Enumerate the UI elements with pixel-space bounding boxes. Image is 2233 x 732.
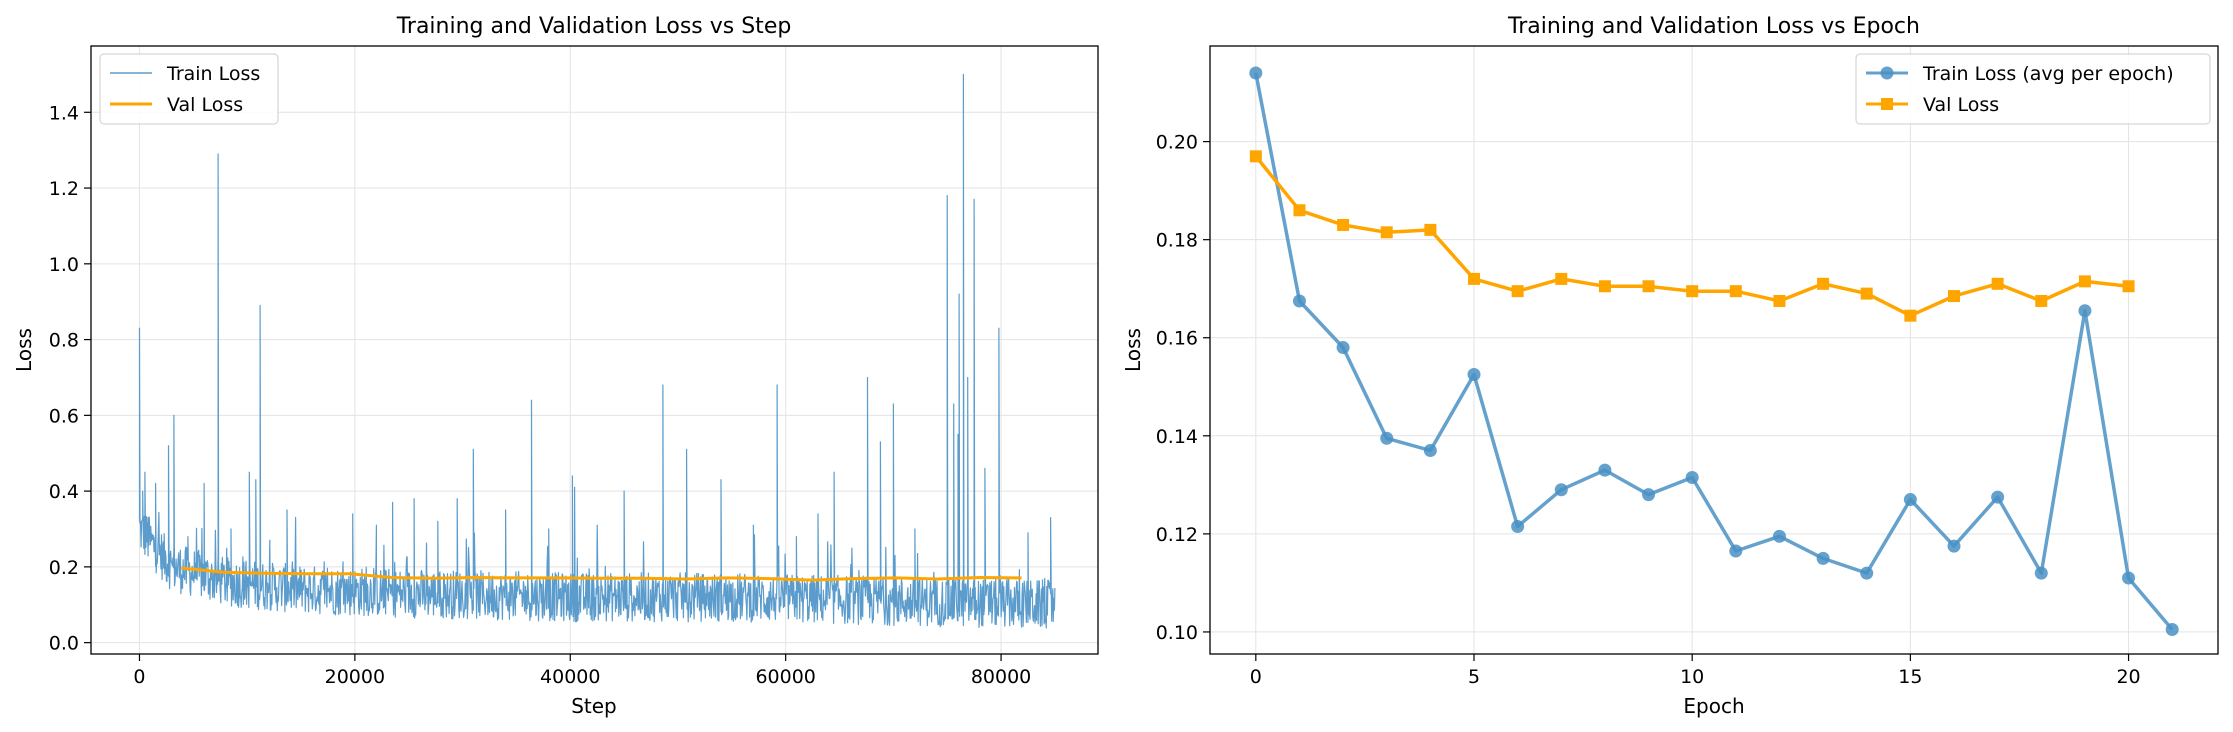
axes-frame (90, 45, 1099, 655)
val-loss-point (1642, 280, 1655, 293)
train-loss-point (1598, 463, 1612, 477)
x-tick-label: 20000 (325, 666, 385, 688)
y-tick-label: 1.2 (49, 178, 79, 200)
legend-box (99, 53, 279, 125)
val-loss-point (1380, 226, 1393, 239)
train-loss-point (1511, 520, 1525, 534)
train-loss-point (1423, 444, 1437, 458)
train-loss-point (2034, 566, 2048, 580)
x-tick-label: 15 (1898, 666, 1922, 688)
legend-marker-train (1880, 66, 1894, 80)
legend-box (1855, 53, 2211, 125)
val-loss-point (2122, 280, 2135, 293)
val-loss-point (2078, 275, 2091, 288)
legend-label-train: Train Loss (166, 63, 260, 85)
train-loss-point (1991, 490, 2005, 504)
legend-marker-val (1881, 98, 1893, 110)
val-loss-point (1293, 204, 1306, 217)
val-loss-point (2035, 294, 2048, 307)
legend-label-val: Val Loss (167, 94, 243, 116)
y-tick-label: 0.0 (49, 633, 79, 655)
x-tick-label: 40000 (540, 666, 600, 688)
train-loss-point (1947, 539, 1961, 553)
train-loss-point (2165, 622, 2179, 636)
train-loss-point (1642, 488, 1656, 502)
y-tick-label: 0.14 (1156, 426, 1198, 448)
val-loss-point (1511, 285, 1524, 298)
train-loss-point (1249, 66, 1263, 80)
x-tick-label: 10 (1680, 666, 1704, 688)
val-loss-point (1337, 218, 1350, 231)
val-loss-point (1468, 272, 1480, 285)
y-axis-ticks: 0.0 0.2 0.4 0.6 0.8 1.0 1.2 1.4 (49, 102, 91, 655)
y-tick-label: 0.20 (1156, 132, 1198, 154)
x-axis-ticks: 0 5 10 15 20 (1250, 654, 2141, 688)
y-axis-label: Loss (1121, 328, 1145, 372)
y-tick-label: 0.8 (49, 330, 79, 352)
train-loss-point (2122, 571, 2136, 585)
train-loss-point (1772, 529, 1786, 543)
y-axis-label: Loss (12, 328, 36, 372)
train-loss-point (1729, 544, 1743, 558)
plot-area (138, 73, 1056, 629)
y-tick-label: 1.4 (49, 102, 79, 124)
y-axis-ticks: 0.10 0.12 0.14 0.16 0.18 0.20 (1156, 132, 1210, 644)
val-loss-point (1686, 285, 1699, 298)
x-tick-label: 60000 (755, 666, 815, 688)
train-loss-point (1336, 341, 1350, 355)
axes-frame (1209, 45, 2219, 655)
chart-title: Training and Validation Loss vs Epoch (1507, 14, 1920, 39)
val-loss-point (1991, 277, 2004, 290)
y-tick-label: 0.10 (1156, 622, 1198, 644)
val-loss-point (1860, 287, 1873, 300)
train-loss-point (1292, 294, 1306, 308)
series-line-train-loss (138, 73, 1056, 629)
y-tick-label: 0.6 (49, 405, 79, 427)
val-loss-point (1817, 277, 1830, 290)
val-loss-point (1948, 290, 1960, 303)
legend: Train Loss Val Loss (99, 53, 279, 125)
train-loss-point (1380, 431, 1394, 445)
y-tick-label: 0.16 (1156, 328, 1198, 350)
y-tick-label: 0.2 (49, 557, 79, 579)
x-tick-label: 5 (1468, 666, 1480, 688)
val-loss-point (1729, 285, 1742, 298)
step-loss-chart: Training and Validation Loss vs Step 0 20… (12, 14, 1099, 718)
y-tick-label: 0.4 (49, 481, 79, 503)
chart-title: Training and Validation Loss vs Step (396, 14, 792, 39)
grid (91, 46, 1098, 654)
epoch-loss-chart: Training and Validation Loss vs Epoch 0 5… (1121, 14, 2219, 718)
x-tick-label: 20 (2116, 666, 2140, 688)
train-loss-point (1685, 470, 1699, 484)
legend-label-train: Train Loss (avg per epoch) (1922, 63, 2174, 85)
series-line-val-loss (181, 566, 1022, 582)
val-loss-point (1249, 150, 1262, 163)
train-loss-point (1467, 368, 1481, 382)
train-loss-point (1816, 551, 1830, 565)
y-tick-label: 1.0 (49, 254, 79, 276)
legend-label-val: Val Loss (1923, 94, 1999, 116)
x-axis-ticks: 0 20000 40000 60000 80000 (133, 654, 1031, 688)
series-line-train-loss (1254, 72, 2174, 631)
val-loss-point (1598, 280, 1611, 293)
plot-area (1249, 66, 2179, 636)
train-loss-point (2078, 304, 2092, 318)
grid (1210, 46, 2218, 654)
x-tick-label: 0 (133, 666, 145, 688)
x-axis-label: Epoch (1683, 694, 1744, 718)
val-loss-point (1424, 223, 1437, 236)
val-loss-point (1555, 272, 1568, 285)
x-tick-label: 0 (1250, 666, 1262, 688)
train-loss-point (1903, 493, 1917, 507)
y-tick-label: 0.12 (1156, 524, 1198, 546)
train-loss-point (1860, 566, 1874, 580)
val-loss-point (1773, 294, 1786, 307)
legend: Train Loss (avg per epoch) Val Loss (1855, 53, 2211, 125)
val-loss-point (1904, 309, 1917, 322)
y-tick-label: 0.18 (1156, 230, 1198, 252)
x-tick-label: 80000 (971, 666, 1031, 688)
train-loss-point (1554, 483, 1568, 497)
x-axis-label: Step (571, 694, 617, 718)
